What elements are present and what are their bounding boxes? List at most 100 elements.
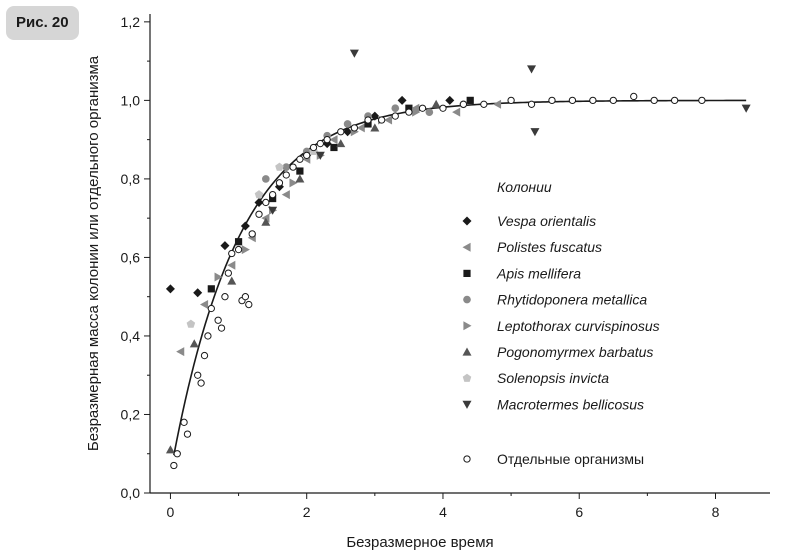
fit-curve: [173, 99, 747, 456]
data-point: [530, 128, 540, 137]
data-point: [507, 96, 515, 105]
data-point: [698, 96, 706, 105]
data-point: [296, 155, 304, 163]
data-point: [289, 163, 297, 171]
data-point: [670, 96, 679, 105]
data-point: [261, 217, 271, 226]
data-point: [241, 245, 250, 255]
data-point: [336, 139, 346, 148]
data-point: [269, 194, 277, 203]
data-point: [173, 450, 181, 458]
legend: Колонии Vespa orientalis Polistes fuscatus…: [462, 179, 660, 467]
data-point: [527, 100, 536, 108]
data-point: [186, 319, 196, 328]
data-point: [200, 300, 209, 310]
data-point: [241, 293, 250, 301]
legend-label: Polistes fuscatus: [497, 239, 602, 255]
series-pogonomyrmex-barbatus: [165, 99, 441, 454]
data-point: [245, 300, 253, 309]
series-отдельные-организмы: [170, 92, 706, 470]
data-point: [445, 95, 455, 105]
data-point: [397, 95, 407, 105]
data-point: [281, 190, 290, 200]
data-point: [343, 127, 353, 137]
data-point: [282, 163, 291, 171]
data-point: [337, 128, 345, 136]
x-tick-label: 0: [167, 504, 175, 520]
data-point: [214, 272, 223, 282]
data-point: [630, 92, 638, 101]
legend-marker: [463, 455, 471, 463]
data-point: [459, 100, 468, 108]
data-point: [268, 190, 277, 199]
legend-marker: [463, 269, 471, 277]
data-point: [609, 96, 617, 105]
data-point: [217, 324, 226, 332]
legend-marker: [462, 242, 471, 252]
data-point: [370, 111, 380, 121]
data-point: [227, 276, 237, 285]
y-tick-label: 0,6: [121, 249, 141, 265]
data-point: [431, 99, 441, 108]
y-tick-label: 1,0: [121, 92, 141, 108]
data-point: [329, 135, 338, 145]
figure-label: Рис. 20: [6, 6, 79, 40]
data-point: [405, 104, 413, 112]
data-point: [282, 171, 290, 179]
data-point: [248, 230, 256, 238]
series-vespa-orientalis: [165, 95, 455, 298]
y-tick-label: 1,2: [121, 14, 141, 30]
data-point: [204, 332, 212, 340]
data-point: [262, 198, 270, 207]
x-tick-label: 6: [575, 504, 583, 520]
data-point: [377, 116, 386, 124]
data-point: [568, 96, 577, 105]
data-point: [418, 104, 427, 112]
data-point: [183, 430, 192, 438]
y-tick-label: 0,2: [121, 406, 141, 422]
data-point: [589, 96, 597, 105]
legend-marker: [462, 400, 472, 409]
data-point: [220, 241, 230, 251]
legend-label: Solenopsis invicta: [497, 370, 609, 386]
data-point: [492, 99, 502, 109]
data-point: [189, 339, 199, 348]
data-point: [295, 174, 305, 183]
data-point: [356, 123, 365, 133]
data-point: [165, 445, 175, 454]
data-point: [254, 197, 264, 207]
x-tick-label: 4: [439, 504, 447, 520]
legend-label: Pogonomyrmex barbatus: [497, 344, 653, 360]
data-point: [240, 221, 250, 231]
data-point: [207, 285, 215, 293]
data-point: [227, 260, 236, 270]
data-point: [548, 96, 556, 105]
data-point: [234, 245, 243, 254]
y-tick-label: 0,0: [121, 485, 141, 501]
data-point: [214, 316, 222, 324]
data-point: [275, 179, 284, 187]
data-point: [452, 107, 461, 117]
data-point: [254, 190, 264, 199]
data-point: [391, 112, 399, 120]
x-tick-label: 2: [303, 504, 311, 520]
legend-title: Колонии: [497, 179, 552, 195]
data-point: [650, 96, 658, 105]
data-point: [261, 213, 270, 223]
y-axis-title: Безразмерная масса колонии или отдельног…: [85, 55, 102, 451]
data-point: [194, 371, 202, 379]
data-point: [234, 238, 243, 246]
data-point: [165, 284, 175, 294]
data-point: [228, 249, 236, 258]
data-point: [350, 124, 359, 132]
fit-curve-layer: [173, 99, 747, 456]
legend-marker: [462, 347, 472, 356]
data-point: [527, 65, 537, 74]
data-point: [412, 107, 421, 117]
x-tick-label: 8: [712, 504, 720, 520]
data-point: [364, 120, 372, 128]
series-apis-mellifera: [207, 96, 474, 293]
data-point: [309, 143, 318, 152]
data-point: [197, 379, 205, 387]
data-point: [411, 103, 420, 113]
